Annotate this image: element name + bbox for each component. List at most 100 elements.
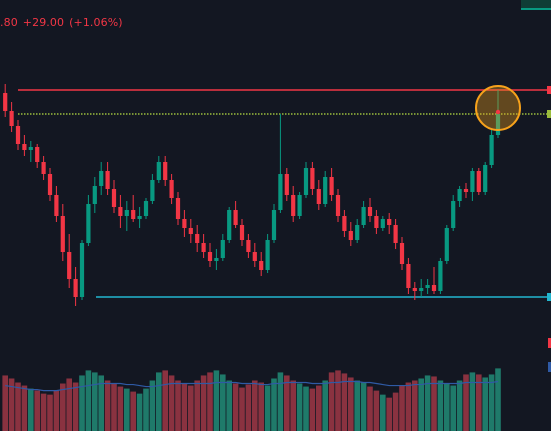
- candle: [150, 174, 155, 204]
- volume-bar: [264, 385, 271, 431]
- candle: [259, 252, 264, 276]
- candle: [188, 219, 193, 243]
- candle-body: [355, 225, 360, 240]
- candle-body: [297, 195, 302, 216]
- volume-ma-line: [5, 380, 499, 392]
- volume-bar: [168, 375, 175, 431]
- candle-body: [259, 261, 264, 270]
- candle: [131, 195, 136, 222]
- candle-body: [419, 288, 424, 291]
- volume-bar: [341, 373, 348, 431]
- candle-body: [271, 210, 277, 240]
- volume-bar: [162, 370, 168, 431]
- candle-body: [28, 147, 33, 150]
- volume-bar: [117, 386, 124, 431]
- candle: [310, 162, 315, 195]
- volume-bar: [130, 391, 136, 431]
- volume-bar: [72, 382, 79, 431]
- last-value-fragment: .80: [0, 16, 18, 29]
- candle-body: [291, 195, 296, 216]
- candle: [67, 234, 72, 288]
- candle: [393, 219, 398, 249]
- candle-body: [227, 210, 232, 240]
- candle: [303, 162, 309, 198]
- candle: [348, 222, 353, 246]
- candle: [73, 267, 78, 306]
- candle: [380, 216, 385, 231]
- volume-bar: [213, 370, 220, 431]
- candle-body: [316, 189, 321, 204]
- candle-body: [201, 243, 206, 252]
- candle: [175, 192, 181, 225]
- volume-bar: [149, 380, 156, 431]
- candle-body: [233, 210, 238, 225]
- volume-bar: [111, 383, 117, 431]
- candle-body: [252, 252, 257, 261]
- candle-body: [444, 228, 449, 261]
- volume-bar: [412, 380, 418, 431]
- volume-bar: [303, 386, 309, 431]
- candle: [470, 168, 475, 201]
- volume-bar: [232, 383, 239, 431]
- volume-bar: [392, 392, 399, 431]
- candle-body: [284, 174, 289, 195]
- indicator-chip[interactable]: [521, 0, 551, 10]
- candle-body: [239, 225, 245, 240]
- candle-body: [124, 210, 129, 216]
- candle: [361, 201, 366, 228]
- candle-body: [175, 198, 181, 219]
- candle-body: [374, 216, 379, 228]
- candle-body: [22, 144, 27, 150]
- candle-body: [380, 219, 385, 228]
- volume-bar: [450, 385, 456, 431]
- volume-bar: [284, 375, 290, 431]
- candle: [60, 204, 65, 261]
- candle: [214, 249, 219, 270]
- volume-bar: [40, 393, 47, 431]
- candle: [335, 189, 341, 222]
- candle: [387, 213, 392, 234]
- candle: [489, 129, 494, 168]
- volume-bar: [156, 372, 162, 431]
- candle-body: [367, 207, 373, 216]
- price-scale-markers: [547, 86, 551, 372]
- candle-body: [220, 240, 225, 258]
- candle: [201, 234, 206, 258]
- candle-body: [131, 210, 136, 219]
- candle: [233, 201, 238, 228]
- dotted-level-scale-marker: [547, 110, 551, 118]
- candle: [105, 162, 110, 195]
- volume-bar: [66, 378, 72, 431]
- candle-body: [111, 189, 117, 207]
- volume-bar: [245, 384, 252, 431]
- volume-bar: [309, 388, 316, 431]
- volume-bar: [60, 383, 66, 431]
- volume-bar: [2, 375, 8, 431]
- candle-body: [41, 162, 46, 174]
- volume-bar: [437, 380, 444, 431]
- candle-body: [9, 111, 14, 126]
- volume-bar: [8, 378, 15, 431]
- candle-body: [348, 231, 353, 240]
- candle: [137, 207, 142, 228]
- volume-bar: [34, 390, 40, 431]
- highlight-circle: [475, 85, 521, 131]
- candle-body: [335, 195, 341, 216]
- candle-body: [451, 201, 456, 228]
- volume-bar: [92, 372, 98, 431]
- candle: [367, 198, 373, 222]
- candle: [54, 186, 59, 222]
- candle: [207, 243, 213, 267]
- candle: [246, 234, 251, 258]
- volume-bar: [456, 380, 463, 431]
- candle-body: [79, 243, 85, 297]
- candle-body: [169, 180, 174, 198]
- change-absolute: +29.00: [22, 16, 65, 29]
- candle-body: [393, 225, 398, 243]
- candle: [406, 258, 411, 294]
- candle-body: [489, 135, 494, 165]
- candle-body: [342, 216, 347, 231]
- candle: [297, 192, 302, 219]
- volume-bar: [290, 380, 296, 431]
